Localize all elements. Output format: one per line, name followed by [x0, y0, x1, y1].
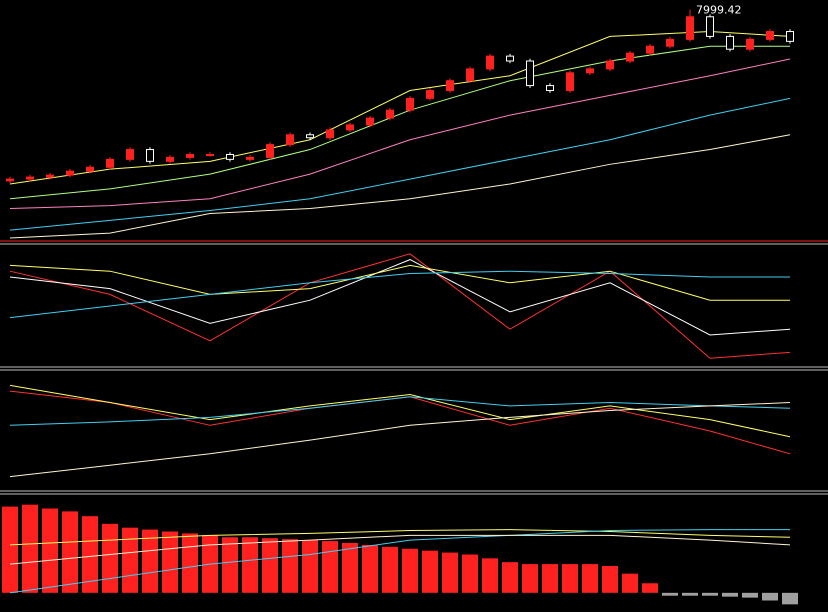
candle-body — [326, 129, 334, 139]
candle-body — [106, 158, 114, 168]
candle-body — [46, 174, 54, 178]
histogram-bar — [782, 592, 798, 605]
candle-body — [406, 97, 414, 111]
histogram-bar — [762, 592, 778, 601]
histogram-bar — [242, 537, 258, 593]
histogram-bar — [402, 548, 418, 593]
histogram-bar — [262, 538, 278, 593]
histogram-bar — [302, 540, 318, 593]
candle-body — [646, 45, 654, 54]
candle-body — [546, 85, 554, 92]
candle-body — [86, 166, 94, 172]
candle-body — [206, 153, 214, 156]
candle-body — [6, 178, 14, 182]
candle-body — [286, 134, 294, 146]
indicator-line — [9, 31, 791, 185]
candle-body — [186, 153, 194, 158]
candle-body — [166, 156, 174, 162]
candle-body — [666, 38, 674, 47]
candle-body — [366, 117, 374, 126]
histogram-bar — [362, 544, 378, 593]
histogram-bar — [602, 566, 618, 593]
histogram-bar — [482, 558, 498, 593]
histogram-bar — [442, 552, 458, 593]
candle-body — [66, 170, 74, 176]
histogram-bar — [282, 539, 298, 593]
histogram-bar — [562, 564, 578, 593]
candle-body — [466, 68, 474, 82]
histogram-bar — [142, 529, 158, 593]
candle-body — [26, 176, 34, 180]
candle-body — [726, 35, 734, 50]
indicator-line — [9, 253, 791, 359]
histogram-bar — [722, 592, 738, 597]
candle-body — [306, 134, 314, 139]
histogram-bar — [382, 546, 398, 593]
candle-body — [586, 68, 594, 74]
histogram-bar — [422, 550, 438, 593]
histogram-bar — [222, 537, 238, 593]
histogram-bar — [322, 541, 338, 593]
candle-body — [126, 149, 134, 160]
indicator-line — [9, 134, 791, 239]
histogram-bar — [582, 564, 598, 593]
histogram-bar — [102, 523, 118, 593]
histogram-bar — [522, 564, 538, 593]
histogram-bar — [162, 531, 178, 593]
histogram-bar — [502, 562, 518, 593]
histogram-bar — [82, 516, 98, 593]
candle-body — [706, 16, 714, 37]
histogram-bar — [542, 564, 558, 593]
candle-body — [226, 153, 234, 160]
histogram-bar — [702, 592, 718, 596]
candle-body — [746, 38, 754, 50]
histogram-bar — [62, 511, 78, 593]
candle-body — [446, 80, 454, 92]
price-annotation: 7999.42 — [696, 4, 742, 17]
candle-body — [506, 55, 514, 62]
histogram-bar — [662, 592, 678, 596]
indicator-line — [9, 534, 791, 565]
candle-body — [526, 60, 534, 87]
candle-body — [386, 109, 394, 119]
histogram-bar — [122, 527, 138, 593]
indicator-line — [9, 402, 791, 478]
candle-body — [246, 156, 254, 160]
histogram-bar — [342, 543, 358, 593]
histogram-bar — [22, 504, 38, 593]
histogram-bar — [742, 592, 758, 598]
candle-body — [146, 149, 154, 162]
indicator-line — [9, 270, 790, 319]
candle-body — [606, 60, 614, 70]
candle-body — [346, 124, 354, 131]
indicator-line — [9, 264, 790, 301]
histogram-bar — [642, 583, 658, 593]
histogram-bar — [462, 554, 478, 593]
indicator-line — [9, 396, 791, 426]
candle-body — [266, 144, 274, 158]
candle-body — [626, 52, 634, 62]
histogram-bar — [42, 508, 58, 593]
candle-body — [786, 31, 794, 42]
candle-body — [686, 16, 694, 40]
indicator-line — [9, 384, 791, 438]
histogram-bar — [182, 533, 198, 593]
candle-body — [766, 31, 774, 40]
histogram-bar — [622, 573, 638, 593]
indicator-line — [9, 97, 791, 231]
histogram-bar — [682, 592, 698, 596]
indicator-line — [9, 529, 790, 594]
indicator-line — [9, 529, 791, 546]
indicator-line — [9, 259, 791, 336]
candle-body — [566, 72, 574, 92]
candle-body — [426, 90, 434, 99]
candle-body — [486, 55, 494, 70]
indicator-line — [9, 58, 791, 210]
histogram-bar — [2, 506, 18, 593]
